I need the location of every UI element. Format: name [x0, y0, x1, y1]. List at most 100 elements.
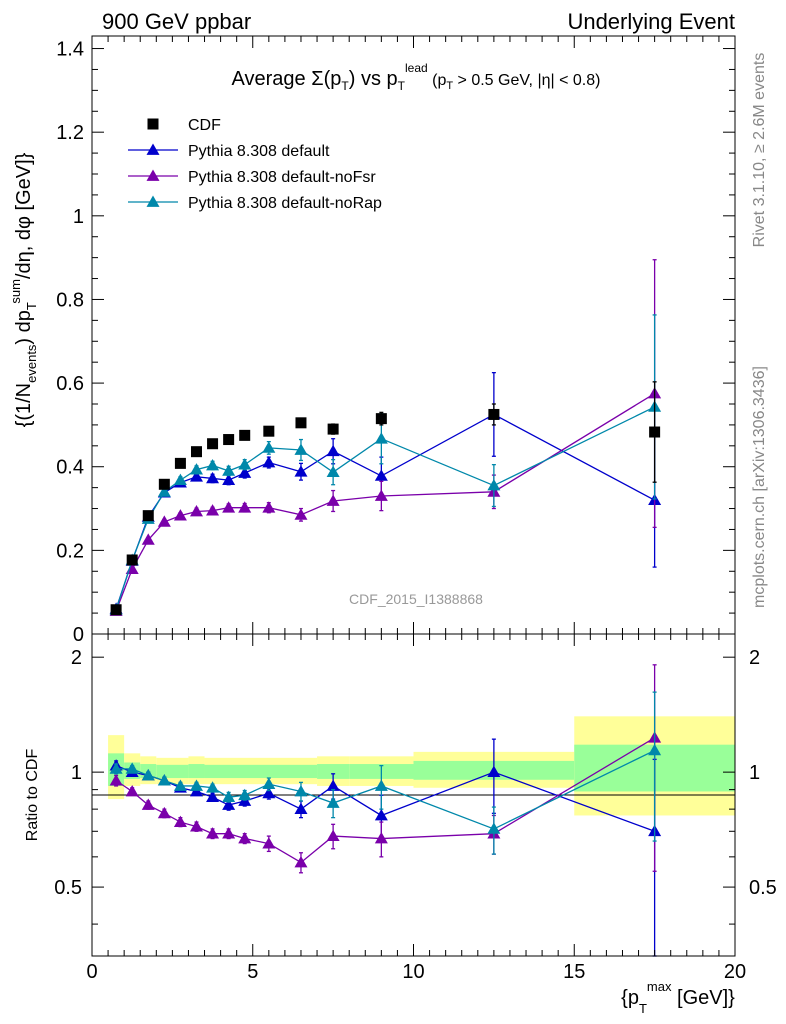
mc-point	[326, 494, 340, 506]
mc-point	[206, 471, 220, 484]
mc-point	[374, 489, 388, 501]
ratio-point	[125, 762, 139, 774]
mc-point	[487, 479, 501, 491]
mc-point	[189, 470, 203, 482]
ratio-point	[157, 806, 171, 819]
ratio-y-tick-label: 2	[71, 647, 82, 669]
main-y-tick-label: 1	[73, 206, 84, 228]
ratio-point	[374, 779, 388, 791]
legend: CDF Pythia 8.308 default Pythia 8.308 defa…	[128, 117, 382, 212]
data-point	[190, 446, 202, 458]
ratio-point	[262, 777, 276, 790]
mc-point	[262, 441, 276, 453]
ratio-point	[326, 829, 340, 841]
mc-point	[262, 456, 276, 468]
main-y-tick-label: 0.8	[56, 289, 84, 311]
data-point	[158, 478, 170, 490]
main-y-tick-label: 1.2	[56, 122, 84, 144]
uncertainty-band-inner	[156, 764, 189, 779]
legend-item: Pythia 8.308 default-noRap	[128, 195, 382, 212]
mc-point	[374, 432, 388, 444]
ratio-point	[326, 796, 340, 808]
mc-point	[206, 458, 220, 471]
ratio-y-tick-labels: 0.5 0.5 1 1 2 2	[54, 647, 777, 899]
main-y-tick-label: 0	[73, 624, 84, 646]
mc-point	[222, 473, 236, 485]
ratio-point	[157, 774, 171, 786]
ratio-point	[294, 784, 308, 797]
ratio-point	[173, 815, 187, 827]
ratio-point	[374, 808, 388, 821]
ratio-point	[109, 774, 123, 786]
series-cdf	[110, 381, 661, 616]
ratio-point	[222, 790, 236, 803]
analysis-watermark: CDF_2015_I1388868	[349, 591, 483, 607]
mc-point	[238, 458, 252, 470]
data-point	[375, 413, 387, 425]
data-point	[126, 554, 138, 566]
ratio-point	[125, 784, 139, 797]
mc-point	[238, 466, 252, 478]
x-axis-label: {pTmax [GeV]}	[621, 979, 735, 1016]
mc-point	[157, 485, 171, 497]
series-pythia-8-308-default	[109, 371, 662, 614]
data-point	[488, 408, 500, 420]
data-point	[142, 510, 154, 522]
legend-item: Pythia 8.308 default	[128, 143, 330, 160]
legend-item: Pythia 8.308 default-noFsr	[128, 169, 376, 186]
ratio-point	[262, 837, 276, 849]
ratio-y-tick-label: 1	[71, 762, 82, 784]
mc-point	[326, 444, 340, 457]
rivet-label: Rivet 3.1.10, ≥ 2.6M events	[751, 53, 768, 248]
mc-point	[222, 501, 236, 513]
ratio-y-tick-label-right: 1	[749, 762, 760, 784]
main-y-tick-label: 0.2	[56, 540, 84, 562]
x-tick-label: 15	[563, 961, 585, 983]
series-pythia-8-308-default-norap	[109, 314, 662, 615]
legend-marker	[146, 169, 160, 181]
series-line	[115, 392, 655, 612]
legend-item: CDF	[147, 117, 221, 134]
x-tick-labels: 0 5 10 15 20	[86, 961, 746, 983]
chart-title: Average Σ(pT) vs pTlead (pT > 0.5 GeV, |…	[232, 61, 601, 93]
ratio-point	[487, 822, 501, 834]
mc-point	[206, 504, 220, 516]
mc-point	[326, 465, 340, 478]
ratio-panel-ticks	[91, 634, 736, 956]
uncertainty-band-inner	[188, 764, 205, 779]
main-y-tick-label: 0.4	[56, 457, 84, 479]
main-y-axis-label: {(1/Nevents) dpTsum/dη, dφ [GeV]}	[8, 152, 39, 427]
ratio-y-tick-label: 0.5	[54, 877, 82, 899]
ratio-series	[109, 664, 662, 957]
ratio-point	[294, 855, 308, 868]
main-y-tick-label: 1.4	[56, 39, 84, 61]
header-left: 900 GeV ppbar	[102, 9, 251, 34]
mc-point	[157, 515, 171, 527]
ratio-point	[374, 832, 388, 844]
main-series	[109, 259, 662, 616]
ratio-point	[238, 832, 252, 844]
ratio-series-pythia-8-308-default-nofsr	[109, 664, 662, 874]
legend-label: Pythia 8.308 default	[188, 143, 330, 160]
mc-point	[222, 464, 236, 476]
ratio-point	[173, 779, 187, 791]
mc-point	[294, 508, 308, 520]
ratio-point	[238, 788, 252, 801]
ratio-point	[222, 798, 236, 810]
data-point	[239, 429, 251, 441]
x-tick-label: 0	[86, 961, 97, 983]
data-point	[223, 434, 235, 446]
ratio-series-pythia-8-308-default-norap	[109, 691, 662, 855]
mc-point	[294, 465, 308, 477]
mc-point	[294, 443, 308, 455]
mcplots-label: mcplots.cern.ch [arXiv:1306.3436]	[751, 366, 768, 608]
data-point	[263, 425, 275, 437]
data-point	[207, 438, 219, 450]
data-point	[295, 417, 307, 429]
ratio-point	[189, 820, 203, 832]
ratio-y-axis-label: Ratio to CDF	[24, 749, 41, 842]
mc-point	[173, 509, 187, 521]
uncertainty-band-inner	[317, 764, 350, 779]
ratio-y-tick-label-right: 2	[749, 647, 760, 669]
